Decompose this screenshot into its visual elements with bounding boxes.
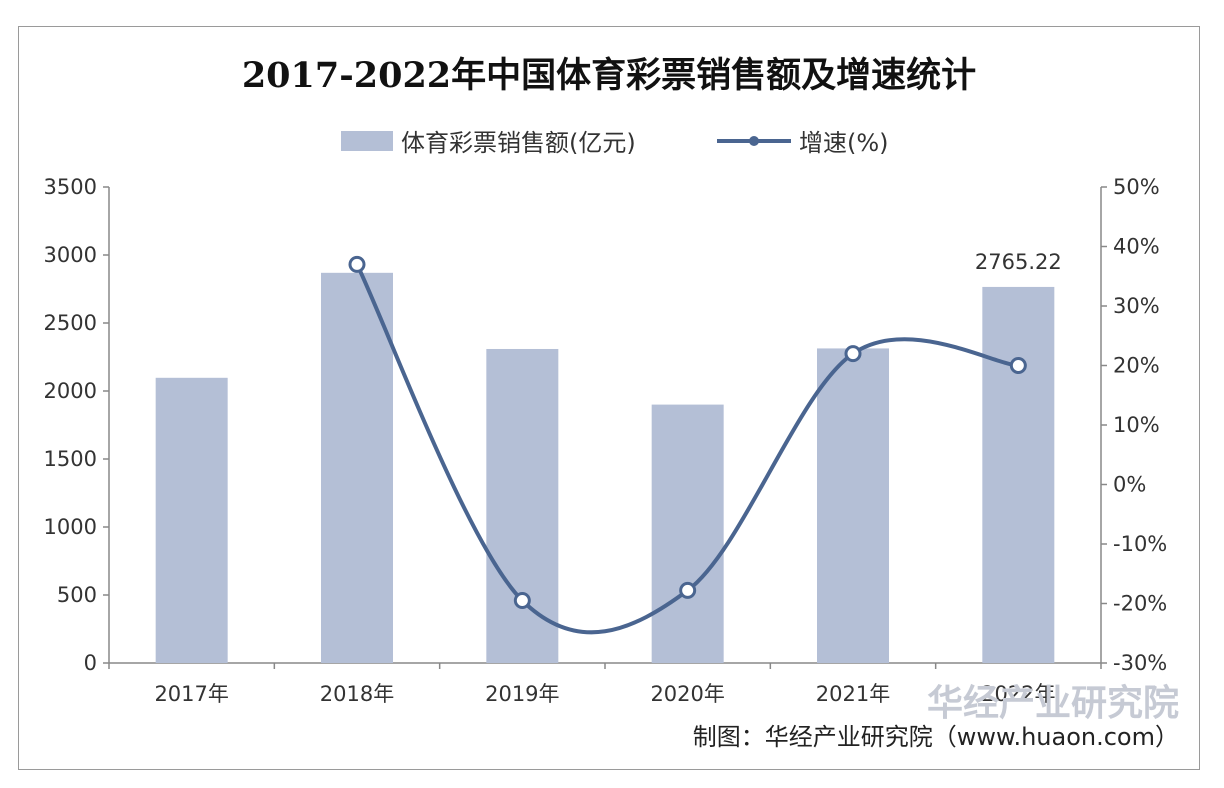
growth-point	[348, 255, 366, 273]
chart-frame: 2017-2022年中国体育彩票销售额及增速统计 体育彩票销售额(亿元) 增速(…	[18, 26, 1200, 770]
left-tick-label: 2500	[44, 311, 97, 335]
left-tick-label: 1500	[44, 447, 97, 471]
bar	[155, 377, 228, 663]
right-tick-label: -20%	[1113, 592, 1167, 616]
legend-line-label: 增速(%)	[799, 129, 889, 157]
x-tick-label: 2017年	[154, 682, 228, 706]
right-tick-label: 50%	[1113, 175, 1160, 199]
bar	[651, 404, 724, 663]
right-tick-label: -10%	[1113, 532, 1167, 556]
right-tick-label: 0%	[1113, 473, 1146, 497]
left-tick-label: 2000	[44, 379, 97, 403]
left-tick-label: 3000	[44, 243, 97, 267]
chart: 2017-2022年中国体育彩票销售额及增速统计 体育彩票销售额(亿元) 增速(…	[44, 55, 1179, 751]
right-tick-label: 40%	[1113, 235, 1160, 259]
data-label: 2765.22	[975, 250, 1062, 274]
source-note: 制图：华经产业研究院（www.huaon.com）	[693, 723, 1179, 751]
x-tick-label: 2022年	[981, 682, 1055, 706]
legend-bar-swatch	[341, 131, 393, 151]
left-tick-label: 1000	[44, 515, 97, 539]
right-tick-label: 10%	[1113, 413, 1160, 437]
right-tick-label: -30%	[1113, 651, 1167, 675]
x-tick-label: 2019年	[485, 682, 559, 706]
growth-point	[844, 345, 862, 363]
bars	[155, 272, 1055, 663]
legend-bar-label: 体育彩票销售额(亿元)	[401, 129, 636, 157]
growth-point	[679, 581, 697, 599]
x-tick-label: 2020年	[650, 682, 724, 706]
bar	[321, 272, 393, 663]
left-tick-label: 500	[57, 583, 97, 607]
bar	[982, 286, 1055, 663]
left-tick-label: 3500	[44, 175, 97, 199]
growth-point	[1009, 357, 1027, 374]
right-tick-label: 30%	[1113, 294, 1160, 318]
data-labels: 2765.22	[975, 250, 1062, 274]
legend: 体育彩票销售额(亿元) 增速(%)	[341, 129, 889, 157]
x-tick-label: 2018年	[320, 682, 394, 706]
legend-line-marker	[749, 136, 759, 146]
growth-line-layer	[348, 255, 1027, 635]
right-tick-label: 20%	[1113, 354, 1160, 378]
chart-title: 2017-2022年中国体育彩票销售额及增速统计	[242, 55, 976, 96]
watermark: 华经产业研究院	[927, 683, 1179, 724]
growth-point	[513, 592, 531, 610]
bar	[486, 348, 559, 663]
left-tick-label: 0	[84, 651, 97, 675]
axes: 0 500 1000 1500 2000 2500 3000 3500 -30% -20% -10%…	[44, 175, 1168, 706]
bar	[817, 348, 889, 663]
x-tick-label: 2021年	[816, 682, 890, 706]
